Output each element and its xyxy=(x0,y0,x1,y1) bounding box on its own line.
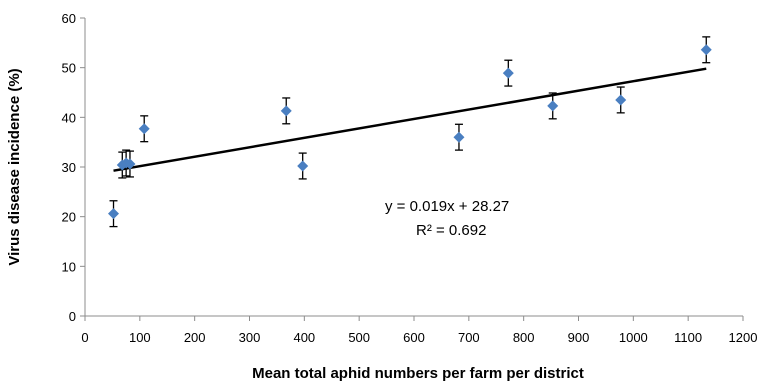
data-point xyxy=(297,160,309,172)
y-tick-labels: 0 10 20 30 40 50 60 xyxy=(62,11,76,324)
x-tick-label: 700 xyxy=(458,330,480,345)
axes xyxy=(80,17,744,321)
x-tick-label: 1100 xyxy=(674,330,702,345)
y-tick-label: 10 xyxy=(62,259,76,274)
trendline-group xyxy=(113,67,707,172)
y-tick-label: 0 xyxy=(69,309,76,324)
y-tick-label: 60 xyxy=(62,11,76,26)
x-tick-label: 1000 xyxy=(619,330,648,345)
x-tick-label: 600 xyxy=(403,330,425,345)
y-tick-label: 20 xyxy=(62,210,76,225)
data-point xyxy=(453,131,465,143)
x-tick-label: 200 xyxy=(184,330,206,345)
x-tick-label: 900 xyxy=(568,330,590,345)
data-point xyxy=(280,105,292,117)
x-tick-label: 300 xyxy=(239,330,261,345)
x-axis-title: Mean total aphid numbers per farm per di… xyxy=(252,365,584,382)
y-tick-label: 50 xyxy=(62,61,76,76)
x-tick-label: 500 xyxy=(348,330,370,345)
data-point xyxy=(138,123,150,135)
trendline xyxy=(113,67,707,172)
data-point xyxy=(502,67,514,79)
data-point xyxy=(124,158,136,170)
data-point xyxy=(108,208,120,220)
data-point xyxy=(700,44,712,56)
r-squared-label: R² = 0.692 xyxy=(416,222,486,239)
x-tick-labels: 0 100 200 300 400 500 600 700 800 900 1000 1100 1200 xyxy=(81,330,757,345)
y-axis-title: Virus disease incidence (%) xyxy=(6,68,23,265)
error-bars xyxy=(109,36,711,228)
equation-label: y = 0.019x + 28.27 xyxy=(385,198,509,215)
data-point xyxy=(547,100,559,112)
x-tick-label: 1200 xyxy=(729,330,758,345)
data-points xyxy=(108,44,712,220)
x-tick-label: 100 xyxy=(129,330,151,345)
x-tick-label: 0 xyxy=(81,330,88,345)
y-tick-label: 30 xyxy=(62,160,76,175)
x-tick-label: 400 xyxy=(293,330,315,345)
y-tick-label: 40 xyxy=(62,110,76,125)
x-tick-label: 800 xyxy=(513,330,535,345)
data-point xyxy=(615,94,627,106)
